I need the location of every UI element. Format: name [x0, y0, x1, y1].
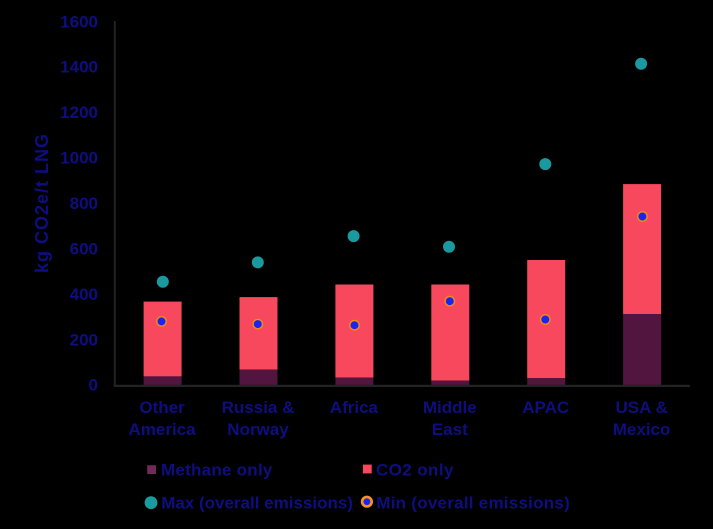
svg-text:Methane only: Methane only	[161, 461, 273, 480]
svg-text:CO2 only: CO2 only	[376, 461, 454, 480]
svg-text:1200: 1200	[60, 103, 98, 122]
svg-text:1000: 1000	[60, 149, 98, 168]
svg-text:USA &: USA &	[615, 398, 667, 417]
svg-text:Russia &: Russia &	[222, 398, 295, 417]
svg-text:APAC: APAC	[522, 398, 569, 417]
svg-text:kg CO2e/t LNG: kg CO2e/t LNG	[32, 133, 52, 273]
svg-text:Max (overall emissions): Max (overall emissions)	[161, 494, 353, 513]
svg-text:1600: 1600	[60, 12, 98, 31]
svg-text:Middle: Middle	[423, 398, 477, 417]
svg-text:America: America	[129, 420, 197, 439]
svg-text:600: 600	[70, 239, 98, 258]
svg-text:Mexico: Mexico	[613, 420, 671, 439]
svg-text:200: 200	[70, 330, 98, 349]
svg-text:Min (overall emissions): Min (overall emissions)	[376, 494, 570, 513]
svg-text:East: East	[432, 420, 468, 439]
svg-text:Africa: Africa	[330, 398, 379, 417]
svg-text:Norway: Norway	[227, 420, 289, 439]
svg-text:800: 800	[70, 194, 98, 213]
svg-text:0: 0	[89, 376, 98, 395]
svg-text:Other: Other	[139, 398, 185, 417]
svg-text:1400: 1400	[60, 58, 98, 77]
svg-text:400: 400	[70, 285, 98, 304]
